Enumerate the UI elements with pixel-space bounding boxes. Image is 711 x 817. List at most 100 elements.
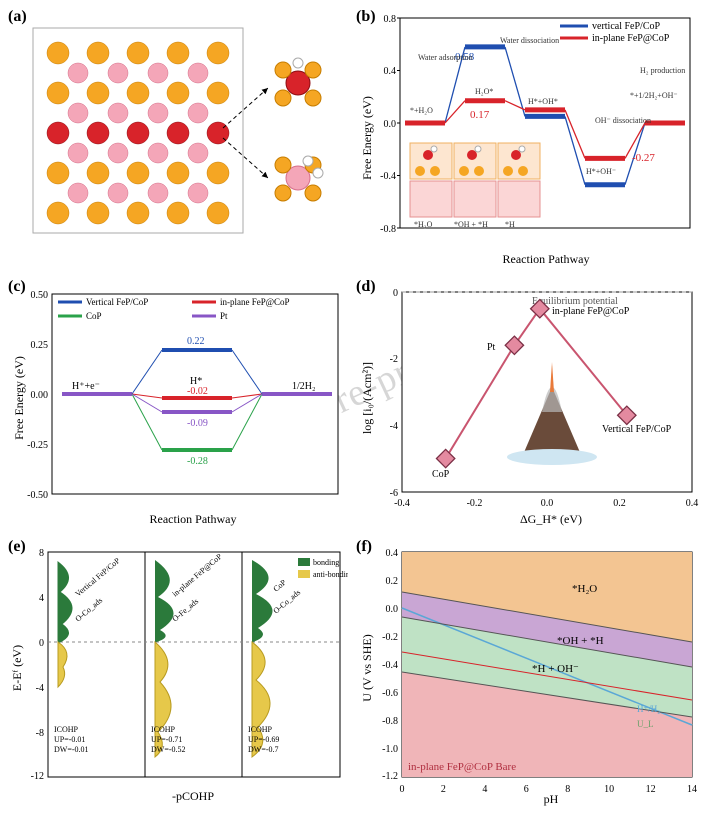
svg-text:-8: -8 [36, 728, 44, 739]
panel-e-chart: 840-4-8-12 Vertical FeP/CoP [8, 538, 348, 808]
svg-text:4: 4 [39, 593, 44, 604]
svg-text:-1.2: -1.2 [382, 771, 398, 782]
svg-text:-0.50: -0.50 [27, 490, 48, 501]
svg-text:ICOHP: ICOHP [54, 725, 79, 734]
svg-text:Pt: Pt [220, 311, 228, 321]
svg-text:anti-bonding: anti-bonding [313, 570, 348, 579]
svg-text:vertical FeP/CoP: vertical FeP/CoP [592, 21, 660, 32]
svg-text:UP=-0.01: UP=-0.01 [54, 735, 85, 744]
svg-text:0.2: 0.2 [613, 498, 626, 509]
svg-text:H₂O*: H₂O* [475, 87, 493, 96]
svg-text:CoP: CoP [86, 311, 102, 321]
svg-text:0.50: 0.50 [31, 290, 49, 301]
svg-text:ΔG_H* (eV): ΔG_H* (eV) [520, 512, 582, 526]
svg-text:Water adsorption: Water adsorption [418, 53, 473, 62]
svg-text:-0.2: -0.2 [382, 632, 398, 643]
svg-text:-0.6: -0.6 [382, 688, 398, 699]
svg-text:0.00: 0.00 [31, 390, 49, 401]
figure-grid: Journal Pre-proof (a) [0, 0, 711, 817]
svg-text:0: 0 [393, 288, 398, 299]
svg-text:10: 10 [604, 784, 614, 795]
svg-text:0.25: 0.25 [31, 340, 49, 351]
svg-text:ICOHP: ICOHP [248, 725, 273, 734]
svg-text:Vertical FeP/CoP: Vertical FeP/CoP [86, 297, 148, 307]
svg-text:-4: -4 [36, 683, 44, 694]
svg-text:0.0: 0.0 [541, 498, 554, 509]
svg-text:*+1/2H₂+OH⁻: *+1/2H₂+OH⁻ [630, 91, 678, 100]
panel-c: (c) 0.50 0.25 0.00 -0.25 -0.50 [8, 278, 348, 528]
svg-text:*+H₂O: *+H₂O [410, 106, 433, 115]
svg-text:Free Energy (eV): Free Energy (eV) [12, 356, 26, 440]
annot-n027: -0.27 [632, 152, 655, 164]
svg-text:-0.2: -0.2 [467, 498, 483, 509]
svg-text:0.22: 0.22 [187, 336, 205, 347]
svg-text:-0.02: -0.02 [187, 386, 208, 397]
svg-text:14: 14 [687, 784, 697, 795]
svg-text:0.4: 0.4 [686, 498, 699, 509]
svg-text:-12: -12 [31, 771, 44, 782]
svg-text:0.0: 0.0 [384, 119, 397, 130]
svg-text:*H₂O: *H₂O [414, 220, 433, 229]
svg-text:in-plane FeP@CoP: in-plane FeP@CoP [552, 306, 630, 317]
panel-a: (a) [8, 8, 348, 248]
svg-text:Water dissociation: Water dissociation [500, 36, 559, 45]
svg-text:H*: H* [190, 376, 202, 387]
svg-text:-2: -2 [390, 354, 398, 365]
svg-text:bonding: bonding [313, 558, 339, 567]
svg-text:U (V vs SHE): U (V vs SHE) [360, 634, 374, 701]
svg-text:-pCOHP: -pCOHP [172, 789, 214, 803]
panel-e: (e) 840-4-8-12 [8, 538, 348, 808]
svg-text:UP=-0.69: UP=-0.69 [248, 735, 279, 744]
svg-text:ICOHP: ICOHP [151, 725, 176, 734]
svg-text:H⁺+e⁻: H⁺+e⁻ [72, 381, 100, 392]
svg-text:H*+OH*: H*+OH* [528, 97, 558, 106]
svg-text:1/2H₂: 1/2H₂ [292, 381, 316, 392]
svg-text:-0.09: -0.09 [187, 418, 208, 429]
svg-text:in-plane FeP@CoP Bare: in-plane FeP@CoP Bare [408, 761, 516, 773]
svg-text:*H₂O: *H₂O [572, 583, 597, 595]
svg-text:*H + OH⁻: *H + OH⁻ [532, 663, 579, 675]
svg-text:H⁺/H₂: H⁺/H₂ [637, 704, 660, 714]
svg-text:UP=-0.71: UP=-0.71 [151, 735, 182, 744]
panel-label-e: (e) [8, 538, 26, 556]
panel-f-chart: *H₂O *OH + *H *H + OH⁻ in-plane FeP@CoP … [356, 538, 703, 808]
svg-text:DW=-0.52: DW=-0.52 [151, 745, 186, 754]
svg-text:-0.25: -0.25 [27, 440, 48, 451]
panel-b: (b) 0.8 0.4 0.0 -0.4 -0.8 [356, 8, 703, 268]
svg-text:CoP: CoP [432, 469, 450, 480]
svg-text:-4: -4 [390, 421, 398, 432]
svg-text:-6: -6 [390, 488, 398, 499]
svg-text:DW=-0.7: DW=-0.7 [248, 745, 279, 754]
svg-text:8: 8 [565, 784, 570, 795]
svg-text:0.4: 0.4 [386, 548, 399, 559]
panel-label-b: (b) [356, 8, 376, 26]
svg-text:4: 4 [482, 784, 487, 795]
svg-text:log [i₀/(Acm²)]: log [i₀/(Acm²)] [360, 362, 374, 434]
svg-text:0: 0 [400, 784, 405, 795]
svg-text:0: 0 [39, 638, 44, 649]
svg-text:-0.28: -0.28 [187, 456, 208, 467]
svg-text:OH⁻ dissociation: OH⁻ dissociation [595, 116, 651, 125]
svg-text:U_L: U_L [637, 719, 654, 729]
svg-text:2: 2 [441, 784, 446, 795]
svg-text:12: 12 [646, 784, 656, 795]
svg-text:*H: *H [505, 220, 515, 229]
panel-c-chart: 0.50 0.25 0.00 -0.25 -0.50 [8, 278, 348, 528]
svg-text:-0.4: -0.4 [382, 660, 398, 671]
svg-text:Vertical FeP/CoP: Vertical FeP/CoP [602, 424, 672, 435]
panel-d: (d) -0.4-0.20.00.20.4 0-2-4-6 Equilibriu… [356, 278, 703, 528]
svg-text:Reaction Pathway: Reaction Pathway [150, 512, 237, 526]
svg-text:-0.4: -0.4 [394, 498, 410, 509]
svg-text:0.0: 0.0 [386, 604, 399, 615]
svg-text:*OH + *H: *OH + *H [454, 220, 488, 229]
annot-017: 0.17 [470, 109, 490, 121]
panel-label-c: (c) [8, 278, 26, 296]
svg-text:0.4: 0.4 [384, 66, 397, 77]
svg-text:in-plane FeP@CoP: in-plane FeP@CoP [220, 297, 290, 307]
panel-b-chart: 0.8 0.4 0.0 -0.4 -0.8 [356, 8, 703, 268]
panel-label-d: (d) [356, 278, 376, 296]
svg-text:0.8: 0.8 [384, 14, 397, 25]
svg-text:-0.8: -0.8 [382, 716, 398, 727]
atomic-structure-svg [8, 8, 348, 248]
svg-text:in-plane FeP@CoP: in-plane FeP@CoP [592, 33, 670, 44]
